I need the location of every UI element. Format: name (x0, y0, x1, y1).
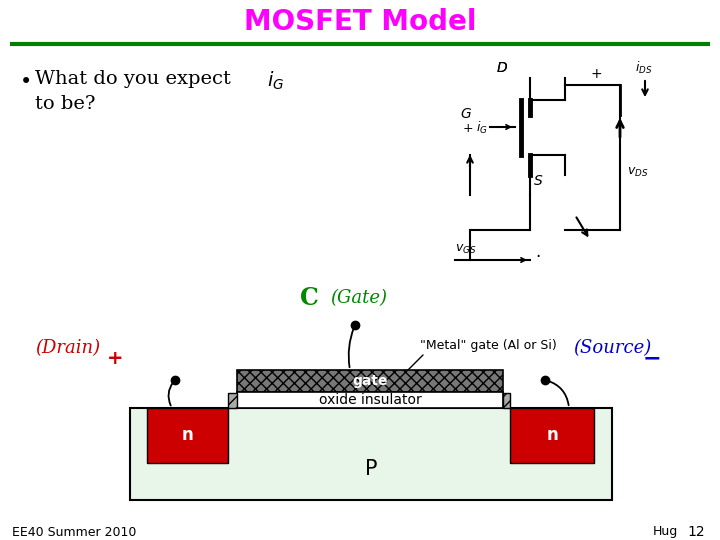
Text: .: . (535, 243, 540, 261)
Bar (503, 393, 510, 408)
Text: What do you expect: What do you expect (35, 70, 237, 88)
Text: MOSFET Model: MOSFET Model (244, 8, 476, 36)
Bar (147, 408, 228, 463)
Text: −: − (643, 348, 662, 368)
Text: (Drain): (Drain) (35, 339, 100, 357)
Text: P: P (365, 459, 377, 479)
Text: S: S (534, 174, 543, 188)
Text: D: D (497, 61, 508, 75)
Bar (237, 370, 503, 392)
Text: $i_{DS}$: $i_{DS}$ (635, 60, 652, 76)
Text: +: + (463, 122, 474, 135)
Text: $v_{DS}$: $v_{DS}$ (627, 166, 649, 179)
Text: G: G (460, 107, 471, 121)
Text: "Metal" gate (Al or Si): "Metal" gate (Al or Si) (420, 339, 557, 352)
Text: to be?: to be? (35, 95, 96, 113)
Bar (510, 408, 594, 463)
Text: $i_G$: $i_G$ (267, 70, 284, 92)
Text: n: n (546, 427, 558, 444)
Text: $v_{GS}$: $v_{GS}$ (455, 243, 477, 256)
Text: •: • (20, 72, 32, 92)
Text: (Gate): (Gate) (330, 289, 387, 307)
Text: 12: 12 (688, 525, 705, 539)
Text: EE40 Summer 2010: EE40 Summer 2010 (12, 525, 136, 538)
Bar (237, 392, 503, 408)
Text: oxide insulator: oxide insulator (319, 393, 421, 407)
Text: $i_G$: $i_G$ (476, 120, 488, 136)
Bar (130, 408, 612, 500)
Text: Hug: Hug (653, 525, 678, 538)
Text: gate: gate (352, 374, 388, 388)
Bar (228, 393, 237, 408)
Text: C: C (300, 286, 319, 310)
Text: (Source): (Source) (573, 339, 652, 357)
Text: +: + (590, 67, 602, 81)
Text: D: D (497, 61, 508, 75)
Text: +: + (107, 348, 124, 368)
Text: n: n (181, 427, 194, 444)
